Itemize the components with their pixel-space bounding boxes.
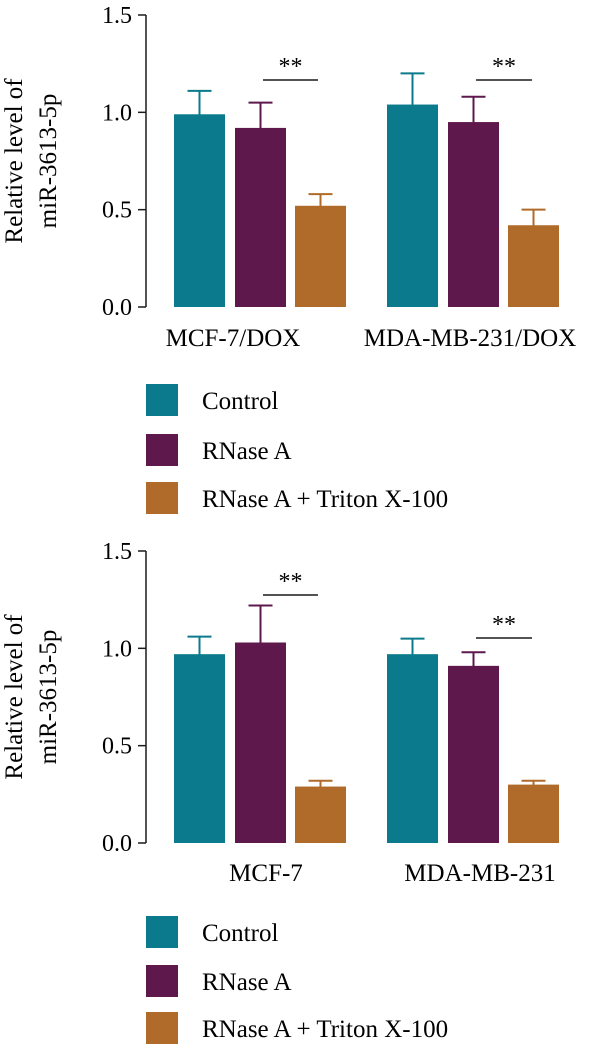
legend-swatch [146,384,178,416]
y-tick-label: 0.5 [102,734,132,760]
x-tick-label: MCF-7 [229,860,303,887]
bar-chart-bottom: Relative level of miR-3613-5p 0.0 0.5 1.0 1.5… [1,539,559,1044]
bar [295,205,346,307]
chart-panel-top: Relative level of miR-3613-5p 0.0 0.5 1.0 1.5… [1,3,577,514]
legend-entry: Control [202,920,278,947]
y-axis-label: Relative level of [1,614,28,780]
legend-entry: RNase A + Triton X-100 [202,1016,448,1043]
bar [448,665,499,843]
legend-entry: Control [202,388,278,415]
y-tick-label: 1.5 [102,539,132,565]
legend-entry: RNase A [202,969,292,996]
y-tick-label: 0.0 [102,295,132,321]
legend-swatch [146,434,178,466]
x-tick-label: MCF-7/DOX [166,325,301,352]
y-tick-label: 0.0 [102,831,132,857]
legend-swatch [146,482,178,514]
legend-swatch [146,916,178,948]
significance-label: ** [279,54,303,80]
y-tick-label: 1.0 [102,100,132,126]
x-tick-label: MDA-MB-231 [404,860,555,887]
y-tick-label: 1.0 [102,636,132,662]
bar [235,127,286,307]
chart-panel-bottom: Relative level of miR-3613-5p 0.0 0.5 1.0 1.5… [0,525,600,1049]
bar [508,784,559,843]
significance-label: ** [492,54,516,80]
bar [387,104,438,308]
bar [387,654,438,843]
y-axis-label: miR-3613-5p [35,94,62,229]
significance-label: ** [279,569,303,595]
y-axis-label: miR-3613-5p [35,630,62,765]
bar [174,654,225,843]
y-tick-label: 1.5 [102,3,132,29]
bar [448,122,499,307]
bar [174,114,225,307]
bar-chart-top: Relative level of miR-3613-5p 0.0 0.5 1.0 1.5… [1,3,577,514]
legend-swatch [146,965,178,997]
y-axis-label: Relative level of [1,78,28,244]
legend-swatch [146,1012,178,1044]
y-tick-label: 0.5 [102,198,132,224]
bar [295,786,346,843]
x-tick-label: MDA-MB-231/DOX [364,325,577,352]
legend-entry: RNase A + Triton X-100 [202,486,448,513]
significance-label: ** [492,612,516,638]
legend-entry: RNase A [202,438,292,465]
